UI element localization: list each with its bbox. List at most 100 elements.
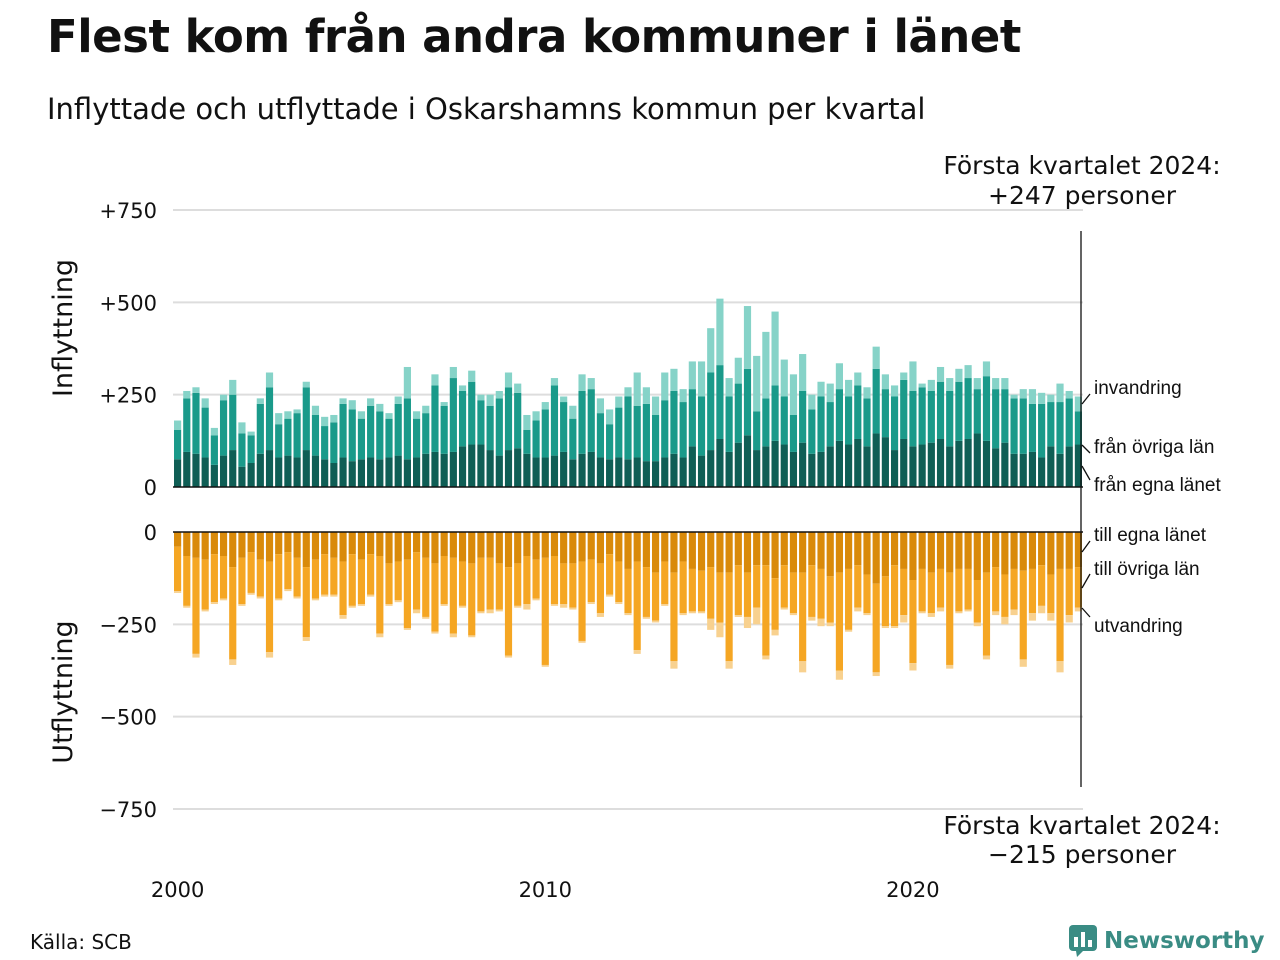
bar-out-1 <box>1074 532 1082 568</box>
bar-out-2 <box>725 572 733 662</box>
bar-out-1 <box>1038 532 1046 566</box>
bar-out-2 <box>964 568 972 610</box>
bar-in-3 <box>624 387 632 397</box>
bar-in-1 <box>229 450 237 487</box>
bar-out-2 <box>651 572 660 621</box>
bar-out-1 <box>330 532 338 558</box>
bar-out-3 <box>569 607 577 610</box>
bar-in-2 <box>440 405 448 454</box>
bar-out-2 <box>688 568 696 612</box>
bar-in-3 <box>651 396 660 415</box>
bar-out-1 <box>1056 532 1064 569</box>
bar-in-3 <box>238 422 246 434</box>
bar-in-1 <box>845 444 853 487</box>
bar-in-1 <box>174 459 182 487</box>
bar-in-1 <box>596 457 605 487</box>
bar-out-1 <box>311 532 320 560</box>
bar-out-2 <box>670 572 678 662</box>
bar-out-3 <box>468 635 476 638</box>
bar-in-2 <box>615 407 623 458</box>
bar-out-2 <box>201 559 209 610</box>
bar-in-1 <box>587 451 595 487</box>
bar-in-3 <box>973 378 981 390</box>
bar-in-2 <box>210 435 218 465</box>
bar-out-3 <box>964 609 972 612</box>
bar-in-1 <box>835 440 843 487</box>
bar-in-2 <box>881 389 889 438</box>
bar-in-2 <box>284 418 292 456</box>
bar-in-3 <box>725 378 733 397</box>
bar-out-3 <box>863 613 871 616</box>
bar-in-2 <box>872 368 880 434</box>
bar-out-3 <box>449 633 457 638</box>
bar-in-1 <box>670 453 678 487</box>
bar-out-1 <box>955 532 963 569</box>
bar-in-2 <box>596 413 605 458</box>
bar-in-2 <box>817 396 825 452</box>
bar-out-2 <box>550 556 559 605</box>
bar-out-2 <box>946 572 954 665</box>
bar-out-1 <box>1065 532 1073 569</box>
bar-in-2 <box>578 390 586 454</box>
bar-out-3 <box>881 626 889 629</box>
bar-out-3 <box>789 613 798 616</box>
bar-in-3 <box>982 361 991 377</box>
bar-out-3 <box>1056 661 1064 673</box>
bar-out-2 <box>183 556 191 606</box>
bar-in-2 <box>826 402 834 447</box>
bar-out-3 <box>348 605 356 608</box>
bar-out-3 <box>385 604 393 606</box>
bar-out-3 <box>927 613 935 617</box>
bar-in-2 <box>1001 389 1009 443</box>
bar-in-3 <box>413 411 421 419</box>
bar-out-3 <box>606 594 614 597</box>
bar-in-1 <box>477 444 485 487</box>
y-tick-label: +750 <box>99 199 157 223</box>
bar-out-3 <box>210 602 218 605</box>
bar-in-3 <box>504 372 513 388</box>
bar-out-1 <box>817 532 825 569</box>
bar-out-2 <box>376 556 384 634</box>
bar-out-1 <box>550 532 559 557</box>
bar-in-3 <box>367 398 375 406</box>
bar-in-1 <box>725 451 733 487</box>
bar-in-1 <box>890 450 899 487</box>
bar-in-1 <box>265 450 274 487</box>
bar-in-3 <box>440 402 448 406</box>
label-leaders <box>1081 393 1091 618</box>
bar-out-1 <box>881 532 889 577</box>
bar-out-2 <box>936 568 945 608</box>
bar-out-1 <box>532 532 540 560</box>
bar-out-2 <box>385 563 393 605</box>
bar-out-3 <box>762 655 770 660</box>
bar-out-2 <box>284 552 292 590</box>
bar-out-3 <box>275 598 283 601</box>
bar-in-1 <box>394 455 402 487</box>
bar-out-2 <box>495 563 503 610</box>
bar-out-2 <box>909 580 917 664</box>
bar-out-3 <box>753 607 761 625</box>
bar-in-2 <box>964 378 972 439</box>
bar-out-3 <box>422 616 430 619</box>
bar-out-2 <box>845 568 853 630</box>
bar-out-3 <box>532 598 540 601</box>
bar-out-2 <box>468 563 476 636</box>
bar-out-2 <box>210 554 218 603</box>
bar-in-1 <box>973 433 981 487</box>
bar-in-1 <box>532 457 540 487</box>
bar-out-2 <box>771 578 779 630</box>
bar-out-2 <box>697 570 706 612</box>
bar-in-3 <box>578 374 586 391</box>
bar-out-3 <box>514 605 522 608</box>
bar-out-3 <box>1010 609 1018 616</box>
bar-in-3 <box>688 361 696 390</box>
bar-out-2 <box>789 572 798 614</box>
bar-out-1 <box>449 532 457 558</box>
bar-in-3 <box>780 359 788 397</box>
bar-out-1 <box>339 532 347 562</box>
bar-in-2 <box>311 414 320 456</box>
bar-out-1 <box>707 532 715 568</box>
bar-in-2 <box>1010 398 1018 454</box>
bar-in-1 <box>679 457 687 487</box>
bar-out-1 <box>633 532 641 562</box>
